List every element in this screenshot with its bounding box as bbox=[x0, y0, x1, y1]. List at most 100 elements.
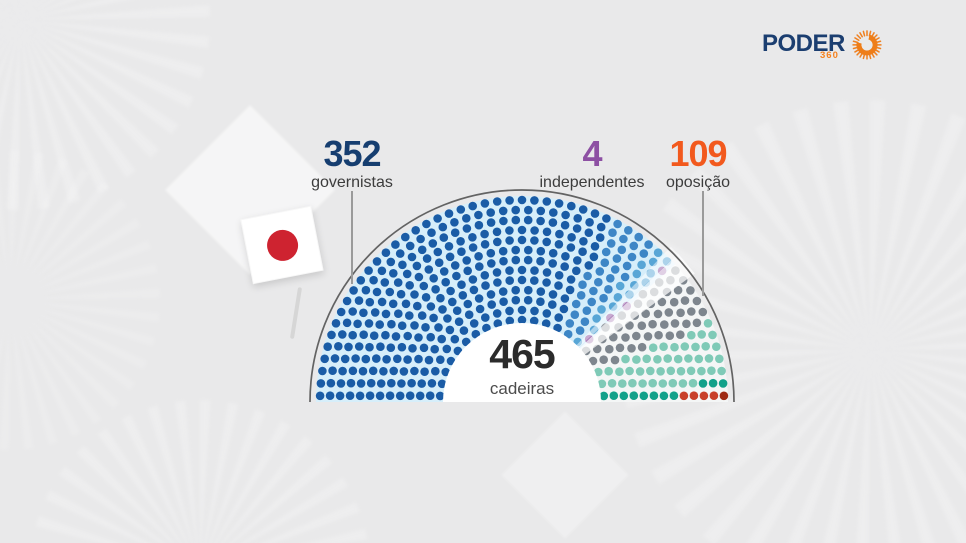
seat-dot bbox=[692, 296, 702, 306]
seat-dot bbox=[405, 391, 415, 401]
seat-dot bbox=[462, 256, 472, 265]
seat-dot bbox=[431, 366, 440, 376]
seat-dot bbox=[559, 304, 569, 314]
seat-dot bbox=[517, 305, 527, 315]
seat-dot bbox=[424, 355, 434, 365]
seat-dot bbox=[718, 379, 728, 388]
seat-dot bbox=[325, 391, 335, 401]
seat-dot bbox=[505, 306, 514, 316]
seat-dot bbox=[524, 205, 533, 215]
seat-dot bbox=[420, 367, 429, 377]
seat-dot bbox=[691, 342, 700, 352]
seat-dot bbox=[444, 209, 454, 218]
seat-dot bbox=[578, 280, 587, 290]
seat-dot bbox=[369, 275, 378, 285]
legend-oposicao: 109 oposição bbox=[638, 136, 758, 191]
seat-dot bbox=[395, 249, 405, 258]
seat-dot bbox=[523, 215, 533, 225]
seat-dot bbox=[638, 379, 647, 388]
seat-dot bbox=[567, 201, 576, 211]
seat-dot bbox=[323, 342, 333, 352]
seat-dot bbox=[499, 256, 508, 266]
seat-dot bbox=[606, 274, 615, 283]
seat-dot bbox=[686, 366, 696, 376]
seat-dot bbox=[621, 333, 630, 342]
seat-dot bbox=[365, 342, 374, 352]
seat-dot bbox=[570, 310, 580, 320]
seat-dot bbox=[659, 391, 669, 401]
seat-dot bbox=[597, 379, 607, 389]
seat-dot bbox=[536, 246, 546, 256]
seat-dot bbox=[566, 275, 576, 284]
seat-dot bbox=[387, 319, 396, 329]
seat-dot bbox=[699, 391, 709, 401]
seat-dot bbox=[573, 256, 582, 265]
seat-dot bbox=[619, 391, 629, 401]
seat-dot bbox=[434, 258, 444, 268]
seat-dot bbox=[676, 330, 685, 340]
seat-dot bbox=[580, 317, 590, 327]
seat-dot bbox=[349, 286, 358, 295]
seat-dot bbox=[637, 260, 646, 270]
seat-dot bbox=[457, 280, 466, 290]
seat-dot bbox=[560, 294, 570, 303]
seat-dot bbox=[565, 319, 575, 328]
seat-dot bbox=[624, 226, 633, 235]
seat-dot bbox=[391, 240, 400, 249]
seat-dot bbox=[597, 305, 606, 314]
seat-dot bbox=[454, 317, 464, 327]
seat-dot bbox=[468, 201, 478, 211]
seat-dot bbox=[393, 278, 403, 287]
seat-dot bbox=[560, 220, 570, 230]
seat-dot bbox=[708, 330, 717, 340]
seat-dot bbox=[370, 308, 380, 317]
seat-dot bbox=[464, 310, 474, 320]
seat-dot bbox=[480, 240, 490, 249]
oposicao-leader-line bbox=[702, 191, 704, 296]
seat-dot bbox=[492, 197, 502, 206]
seat-dot bbox=[511, 205, 520, 215]
seat-dot bbox=[585, 218, 594, 227]
seat-dot bbox=[588, 356, 598, 366]
seat-dot bbox=[536, 206, 546, 216]
seat-dot bbox=[599, 355, 608, 365]
seat-dot bbox=[589, 286, 598, 296]
seat-dot bbox=[606, 239, 616, 248]
seat-dot bbox=[421, 293, 431, 302]
seat-dot bbox=[684, 354, 693, 363]
seat-dot bbox=[505, 266, 514, 275]
seat-dot bbox=[553, 323, 562, 333]
seat-dot bbox=[715, 354, 724, 364]
seat-dot bbox=[401, 299, 411, 309]
seat-dot bbox=[589, 252, 599, 262]
seat-dot bbox=[578, 247, 587, 256]
seat-dot bbox=[328, 366, 337, 376]
seat-dot bbox=[511, 215, 521, 225]
seat-dot bbox=[368, 366, 378, 376]
seat-dot bbox=[517, 225, 527, 235]
seat-dot bbox=[517, 265, 527, 275]
seat-dot bbox=[629, 391, 639, 401]
seat-dot bbox=[511, 255, 521, 265]
seat-dot bbox=[523, 255, 533, 265]
seat-dot bbox=[419, 343, 429, 353]
seat-dot bbox=[405, 311, 414, 320]
seat-dot bbox=[403, 331, 413, 341]
seat-dot bbox=[644, 240, 653, 249]
seat-dot bbox=[554, 199, 564, 208]
seat-dot bbox=[632, 269, 642, 279]
seat-dot bbox=[389, 269, 398, 278]
seat-dot bbox=[356, 379, 366, 388]
seat-dot bbox=[401, 232, 410, 242]
seat-dot bbox=[511, 245, 520, 255]
seat-dot bbox=[469, 285, 479, 295]
seat-dot bbox=[629, 241, 639, 251]
seat-dot bbox=[365, 297, 375, 307]
seat-dot bbox=[615, 343, 625, 353]
seat-dot bbox=[358, 366, 368, 376]
seat-dot bbox=[348, 330, 358, 340]
seat-dot bbox=[682, 319, 691, 329]
seat-dot bbox=[676, 308, 685, 318]
seat-dot bbox=[316, 379, 326, 388]
seat-dot bbox=[492, 268, 502, 277]
